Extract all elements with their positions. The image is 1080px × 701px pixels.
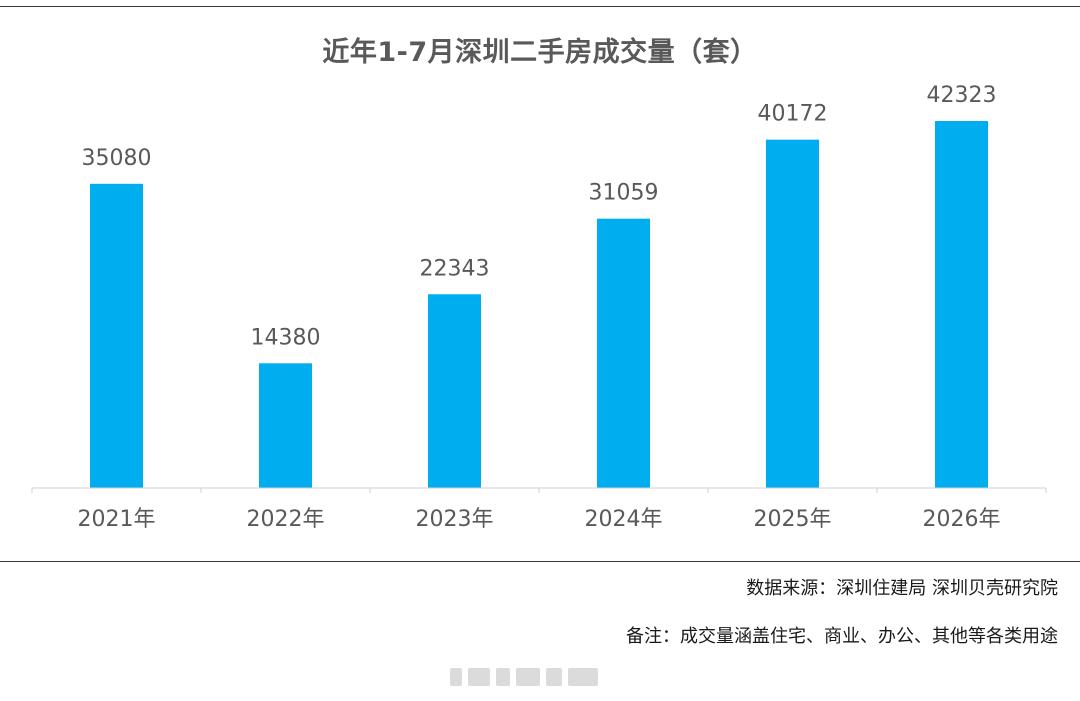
bars-group bbox=[90, 121, 988, 488]
bar-2021年 bbox=[90, 183, 143, 488]
category-labels-group: 2021年 2022年 2023年 2024年 2025年 2026年 bbox=[78, 507, 1001, 532]
bar-2026年 bbox=[935, 121, 988, 488]
category-label: 2022年 bbox=[247, 507, 325, 532]
data-source-text: 数据来源：深圳住建局 深圳贝壳研究院 bbox=[746, 578, 1058, 599]
chart-frame bbox=[0, 6, 1080, 562]
category-label: 2023年 bbox=[416, 507, 494, 532]
watermark bbox=[450, 664, 630, 690]
bar-2025年 bbox=[766, 139, 819, 488]
data-label: 42323 bbox=[927, 83, 997, 108]
bar-chart: 35080 14380 22343 31059 40172 42323 2021年 2022… bbox=[31, 83, 1047, 532]
category-label: 2026年 bbox=[923, 507, 1001, 532]
category-label: 2024年 bbox=[585, 507, 663, 532]
bar-2023年 bbox=[428, 294, 481, 488]
value-labels-group: 35080 14380 22343 31059 40172 42323 bbox=[82, 83, 997, 350]
x-axis-ticks bbox=[31, 488, 1047, 493]
data-label: 40172 bbox=[758, 102, 828, 127]
bar-2024年 bbox=[597, 218, 650, 488]
data-label: 31059 bbox=[589, 181, 659, 206]
data-label: 22343 bbox=[420, 256, 490, 281]
note-text: 备注：成交量涵盖住宅、商业、办公、其他等各类用途 bbox=[626, 626, 1058, 647]
data-label: 35080 bbox=[82, 146, 152, 171]
bar-2022年 bbox=[259, 363, 312, 488]
data-label: 14380 bbox=[251, 325, 321, 350]
category-label: 2025年 bbox=[754, 507, 832, 532]
category-label: 2021年 bbox=[78, 507, 156, 532]
chart-title: 近年1-7月深圳二手房成交量（套） bbox=[322, 37, 758, 68]
